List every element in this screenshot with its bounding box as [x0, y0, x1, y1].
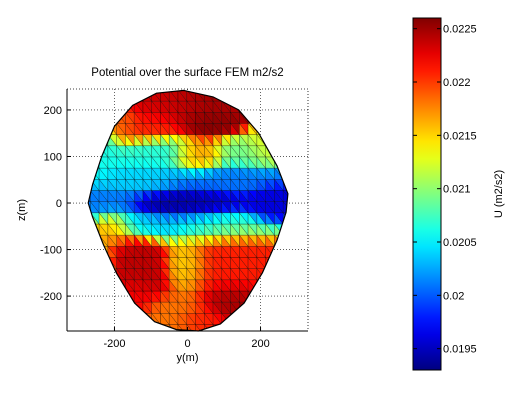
surface-cell-1137: [238, 90, 249, 91]
surface-cell-1131: [212, 90, 223, 91]
surface-cell-1148: [292, 79, 301, 90]
surface-cell-1115: [142, 90, 152, 91]
surface-cell-1129: [203, 90, 214, 91]
colorbar-tick-label-0: 0.0225: [443, 24, 477, 36]
colorbar-tick-label-2: 0.0215: [443, 130, 477, 142]
surface-cell-1134: [231, 79, 240, 90]
surface-cell-1119: [159, 90, 170, 91]
surface-cell-1140: [257, 79, 266, 90]
surface-cell-1124: [187, 79, 196, 90]
surface-cell-1104: [99, 79, 108, 90]
surface-cell-1149: [292, 79, 301, 90]
surface-cell-1147: [282, 90, 288, 91]
y-tick-label-3: -100: [40, 245, 62, 257]
surface-cell-1143: [265, 90, 275, 91]
surface-cell-1135: [230, 90, 240, 91]
surface-cell-1120: [169, 79, 178, 90]
surface-cell-1123: [177, 90, 188, 91]
x-axis-label: y(m): [177, 352, 199, 364]
chart-title: Potential over the surface FEM m2/s2: [91, 67, 283, 79]
surface-cell-1145: [273, 90, 284, 91]
surface-cell-1106: [108, 79, 117, 90]
surface-cell-1113: [133, 90, 144, 91]
y-tick-label-0: 200: [44, 105, 62, 117]
x-axis-ticks: -200 0 200: [103, 327, 270, 350]
colorbar-label: U (m2/s2): [493, 170, 505, 218]
surface-cell-1138: [248, 79, 257, 90]
y-axis-label: z(m): [16, 199, 28, 221]
surface-cell-1108: [117, 79, 126, 90]
colorbar-ticks: 0.0225 0.022 0.0215 0.021 0.0205 0.02 0.0195: [413, 24, 477, 356]
surface-cell-1133: [221, 90, 231, 91]
y-tick-label-4: -200: [40, 291, 62, 303]
surface-cell-1103: [89, 90, 100, 91]
y-axis-ticks: 200 100 0 -100 -200: [40, 105, 71, 303]
surface-cell-1141: [256, 90, 266, 91]
x-tick-label-0: -200: [103, 338, 125, 350]
colorbar-tick-label-6: 0.0195: [443, 344, 477, 356]
colorbar-tick-label-1: 0.022: [443, 77, 471, 89]
colorbar-bar: [412, 17, 442, 371]
surface-cell-1109: [116, 90, 126, 91]
colorbar-tick-label-5: 0.02: [443, 290, 464, 302]
surface-cell-1144: [274, 79, 283, 90]
surface-cell-1136: [239, 79, 248, 90]
y-tick-label-2: 0: [56, 198, 62, 210]
surface-cell-1102: [90, 79, 99, 90]
surface-cell-1117: [151, 90, 161, 91]
surface-cell-1146: [283, 79, 292, 90]
surface-outline: [87, 89, 289, 332]
surface-cell-1112: [134, 79, 143, 90]
surface-cell-1126: [196, 79, 205, 90]
surface-cell-1111: [124, 90, 135, 91]
colorbar-tick-label-3: 0.021: [443, 184, 471, 196]
surface-cell-1132: [222, 79, 231, 90]
surface-cell-1100: [82, 79, 91, 90]
surface-cell-1105: [98, 90, 109, 91]
surface-cell-1101: [88, 90, 91, 91]
surface-cell-1142: [266, 79, 275, 90]
surface-cell-1114: [143, 79, 152, 90]
surface-cell-1128: [204, 79, 213, 90]
surface-cell-1116: [152, 79, 161, 90]
surface-cell-1122: [178, 79, 187, 90]
surface-cell-1130: [213, 79, 222, 90]
x-tick-label-1: 0: [184, 338, 190, 350]
surface-cell-1110: [125, 79, 134, 90]
surface-cell-1127: [194, 90, 205, 91]
surface-cell-1107: [107, 90, 117, 91]
colorbar: 0.0225 0.022 0.0215 0.021 0.0205 0.02 0.0195 U…: [412, 17, 505, 371]
y-tick-label-1: 100: [44, 151, 62, 163]
plot-area: -200 0 200 200 100 0 -100 -200 y(m) z(m): [16, 79, 309, 364]
surface-cell-1125: [186, 90, 196, 91]
surface-cell-1121: [168, 90, 179, 91]
colorbar-tick-label-4: 0.0205: [443, 237, 477, 249]
x-tick-label-2: 200: [251, 338, 269, 350]
surface-cell-1139: [247, 90, 258, 91]
surface-cell-1118: [161, 79, 170, 90]
